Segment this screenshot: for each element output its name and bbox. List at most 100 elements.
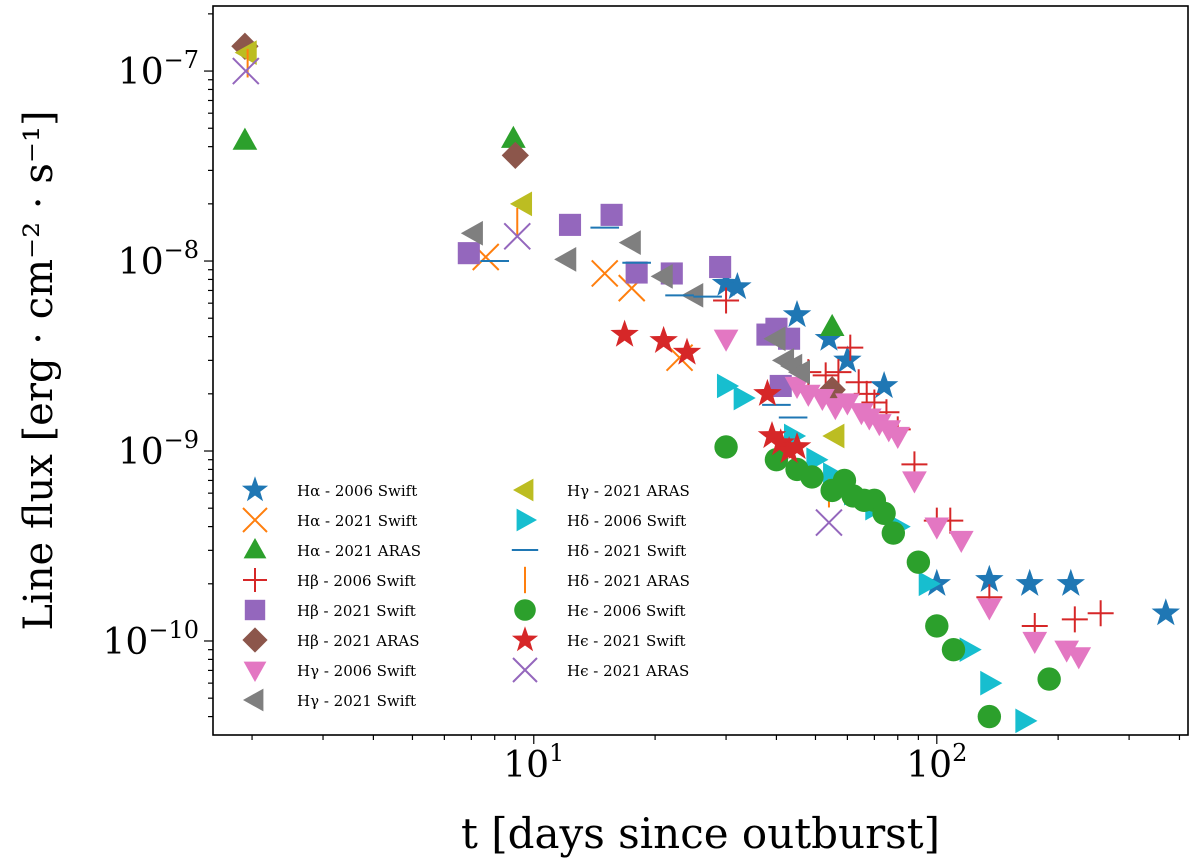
data-point [825,359,852,386]
series-8 [234,40,845,449]
legend-item: Hγ - 2021 Swift [243,688,416,712]
data-point [709,255,732,279]
legend-marker [242,627,268,653]
data-point [1022,631,1048,654]
legend-item: Hβ - 2021 Swift [244,599,416,621]
y-tick-label: 10−8 [118,236,199,283]
data-point [1015,568,1044,596]
data-point [869,371,899,399]
data-point [234,40,257,65]
y-tick-label: 10−7 [118,46,199,93]
data-point [232,57,260,85]
legend-marker [242,507,268,533]
data-point [600,203,623,226]
data-point [977,704,1002,729]
data-point [1054,640,1080,663]
legend-item: Hα - 2021 Swift [242,507,417,533]
legend-label: Hδ - 2021 Swift [567,542,686,560]
y-axis-ticks: 10−7 10−8 10−9 10−10 [103,13,213,718]
legend-marker [243,538,267,559]
data-point [782,300,812,328]
data-point [618,230,641,255]
series-13 [610,319,812,464]
data-point [558,213,582,236]
legend-label: Hγ - 2006 Swift [297,662,416,680]
legend-label: Hγ - 2021 Swift [297,692,416,710]
series-14 [232,57,843,537]
data-point [1037,667,1061,691]
legend-item: Hδ - 2021 Swift [511,542,686,560]
legend-label: Hϵ - 2021 Swift [567,632,686,650]
legend-item: Hα - 2021 ARAS [243,538,421,560]
series-2 [232,125,845,337]
data-point [1066,647,1092,670]
data-point [713,287,740,314]
data-point [460,220,483,246]
data-point [924,517,950,540]
x-axis-ticks: 101 102 [251,735,1181,786]
series-5 [231,32,846,404]
legend-marker [244,599,266,621]
data-point [784,376,810,399]
data-point [837,334,864,361]
series-6 [713,329,1092,670]
data-point [766,428,795,456]
legend-item: Hϵ - 2021 ARAS [512,657,689,683]
data-point [501,125,526,148]
legend-item: Hγ - 2021 ARAS [513,478,690,502]
data-point [881,521,906,545]
data-point [764,448,789,472]
x-tick-label: 101 [503,739,564,786]
data-point [716,373,740,399]
x-axis-label: t [days since outburst] [461,809,940,858]
data-point [723,272,752,300]
data-point [814,323,844,351]
legend-marker [241,476,269,502]
data-point [906,550,931,574]
data-markers [231,32,1180,734]
plot-frame [212,5,1189,736]
legend-label: Hα - 2021 Swift [297,512,417,530]
data-point [591,259,619,288]
data-point [800,465,824,489]
x-tick-label: 102 [906,739,967,786]
data-point [941,637,966,662]
data-point [501,141,529,169]
data-point [1151,598,1180,626]
data-point [980,670,1003,696]
data-point [554,247,577,272]
data-point [753,378,782,406]
legend-item: Hδ - 2021 ARAS [524,566,690,594]
data-point [1087,600,1114,627]
data-point [902,471,927,494]
data-point [763,326,786,352]
data-point [650,264,673,289]
data-point [672,337,702,365]
data-point [232,127,258,150]
data-point [885,426,911,449]
legend-item: Hβ - 2021 ARAS [242,627,420,653]
data-point [975,564,1004,592]
series-7 [460,220,810,385]
data-point [822,423,845,449]
data-point [918,571,941,597]
data-point [948,530,974,554]
data-point [809,388,835,412]
legend-label: Hϵ - 2006 Swift [567,602,686,620]
legend-item: Hδ - 2006 Swift [516,508,686,532]
legend-label: Hβ - 2021 Swift [297,602,416,620]
data-point [819,313,845,337]
data-point [713,329,739,352]
data-point [457,242,480,265]
legend-label: Hβ - 2006 Swift [297,572,416,590]
data-point [782,432,812,460]
legend-marker [243,688,264,712]
legend-label: Hα - 2006 Swift [297,482,417,500]
series-1 [472,243,694,372]
data-point [976,598,1002,621]
y-axis-label: Line flux [erg · cm⁻² · s⁻¹] [16,110,62,630]
legend-marker [243,568,267,592]
data-point [787,359,810,385]
legend-marker [512,657,538,683]
